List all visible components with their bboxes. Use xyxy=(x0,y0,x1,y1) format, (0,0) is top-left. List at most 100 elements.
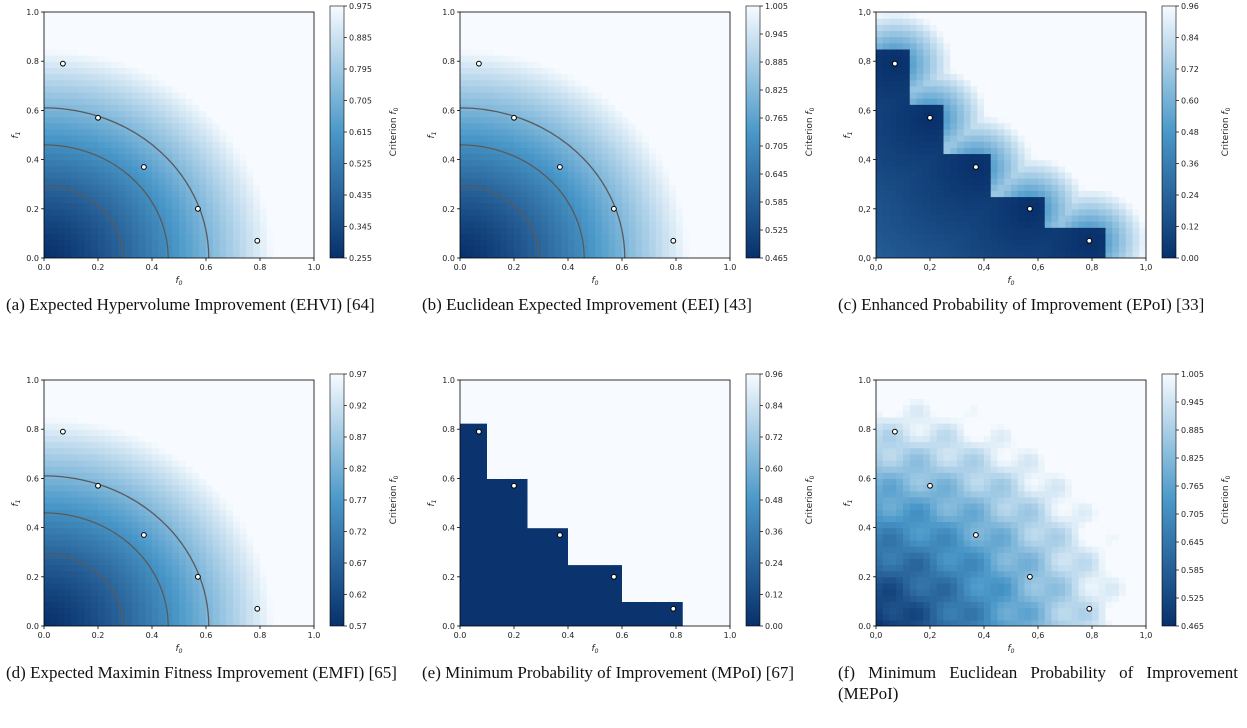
heatmap-cell xyxy=(1038,116,1046,124)
heatmap-cell xyxy=(246,233,254,241)
heatmap-cell xyxy=(1024,239,1032,247)
heatmap-cell xyxy=(561,91,569,99)
heatmap-cell xyxy=(466,48,475,56)
heatmap-cell xyxy=(547,79,556,87)
heatmap-cell xyxy=(165,104,173,111)
heatmap-cell xyxy=(943,67,951,75)
heatmap-cell xyxy=(970,12,978,19)
y-tick-label: 0,2 xyxy=(858,205,871,214)
heatmap-cell xyxy=(622,171,630,179)
heatmap-cell xyxy=(77,79,86,87)
heatmap-cell xyxy=(118,178,126,185)
heatmap-cell xyxy=(500,122,508,130)
heatmap-cell xyxy=(1031,48,1039,56)
heatmap-cell xyxy=(307,141,314,148)
heatmap-cell xyxy=(997,128,1005,136)
heatmap-cell xyxy=(266,233,275,241)
heatmap-cell xyxy=(307,85,314,93)
heatmap-cell xyxy=(970,79,978,87)
heatmap-cell xyxy=(615,24,623,32)
heatmap-cell xyxy=(977,171,985,179)
heatmap-cell xyxy=(199,67,207,75)
heatmap-cell xyxy=(601,245,610,253)
heatmap-cell xyxy=(574,135,583,142)
heatmap-cell xyxy=(172,36,180,44)
heatmap-cell xyxy=(253,48,261,56)
heatmap-cell xyxy=(1065,190,1073,198)
heatmap-cell xyxy=(716,61,724,68)
heatmap-cell xyxy=(682,239,691,247)
heatmap-cell xyxy=(547,196,556,204)
heatmap-cell xyxy=(574,196,583,204)
heatmap-cell xyxy=(253,55,261,62)
heatmap-cell xyxy=(118,171,126,179)
heatmap-cell xyxy=(635,214,643,222)
heatmap-cell xyxy=(655,196,664,204)
heatmap-cell xyxy=(212,18,221,25)
heatmap-cell xyxy=(1031,24,1039,32)
heatmap-cell xyxy=(125,221,133,228)
heatmap-cell xyxy=(233,245,241,253)
heatmap-cell xyxy=(876,91,884,99)
heatmap-cell xyxy=(588,67,596,75)
heatmap-cell xyxy=(91,147,99,155)
heatmap-cell xyxy=(689,91,697,99)
heatmap-cell xyxy=(507,85,515,93)
heatmap-cell xyxy=(152,85,160,93)
heatmap-cell xyxy=(581,135,589,142)
heatmap-cell xyxy=(882,178,891,185)
heatmap-cell xyxy=(293,122,302,130)
heatmap-cell xyxy=(909,91,918,99)
heatmap-cell xyxy=(152,42,160,50)
heatmap-cell xyxy=(957,91,965,99)
heatmap-cell xyxy=(98,110,106,118)
heatmap-cell xyxy=(125,104,133,111)
heatmap-cell xyxy=(689,184,697,191)
heatmap-cell xyxy=(581,159,589,167)
heatmap-cell xyxy=(239,239,248,247)
heatmap-cell xyxy=(253,178,261,185)
heatmap-cell xyxy=(219,122,227,130)
heatmap-cell xyxy=(608,184,616,191)
heatmap-cell xyxy=(547,221,556,228)
heatmap-cell xyxy=(307,135,314,142)
heatmap-cell xyxy=(1065,214,1073,222)
heatmap-cell xyxy=(253,116,261,124)
heatmap-cell xyxy=(50,447,59,455)
heatmap-cell xyxy=(970,67,978,75)
heatmap-cell xyxy=(1132,214,1140,222)
heatmap-cell xyxy=(1112,233,1120,241)
heatmap-cell xyxy=(158,36,167,44)
heatmap-cell xyxy=(50,466,59,473)
heatmap-cell xyxy=(977,91,985,99)
heatmap-cell xyxy=(642,36,650,44)
heatmap-cell xyxy=(473,48,481,56)
heatmap-cell xyxy=(165,214,173,222)
heatmap-cell xyxy=(226,190,234,198)
heatmap-cell xyxy=(682,36,691,44)
heatmap-cell xyxy=(554,30,562,38)
heatmap-cell xyxy=(118,12,126,19)
heatmap-cell xyxy=(923,79,931,87)
heatmap-cell xyxy=(957,110,965,118)
heatmap-cell xyxy=(923,227,931,234)
heatmap-cell xyxy=(1044,12,1053,19)
heatmap-cell xyxy=(655,153,664,161)
heatmap-cell xyxy=(1004,67,1012,75)
heatmap-cell xyxy=(98,85,106,93)
heatmap-cell xyxy=(487,221,495,228)
heatmap-cell xyxy=(172,55,180,62)
heatmap-cell xyxy=(1051,208,1059,216)
heatmap-cell xyxy=(943,98,951,105)
heatmap-cell xyxy=(185,48,194,56)
heatmap-cell xyxy=(561,48,569,56)
heatmap-cell xyxy=(1085,18,1093,25)
heatmap-cell xyxy=(1024,91,1032,99)
heatmap-cell xyxy=(936,98,945,105)
heatmap-cell xyxy=(588,245,596,253)
heatmap-cell xyxy=(520,42,529,50)
heatmap-cell xyxy=(1031,55,1039,62)
heatmap-cell xyxy=(487,184,495,191)
heatmap-cell xyxy=(876,147,884,155)
heatmap-cell xyxy=(118,85,126,93)
